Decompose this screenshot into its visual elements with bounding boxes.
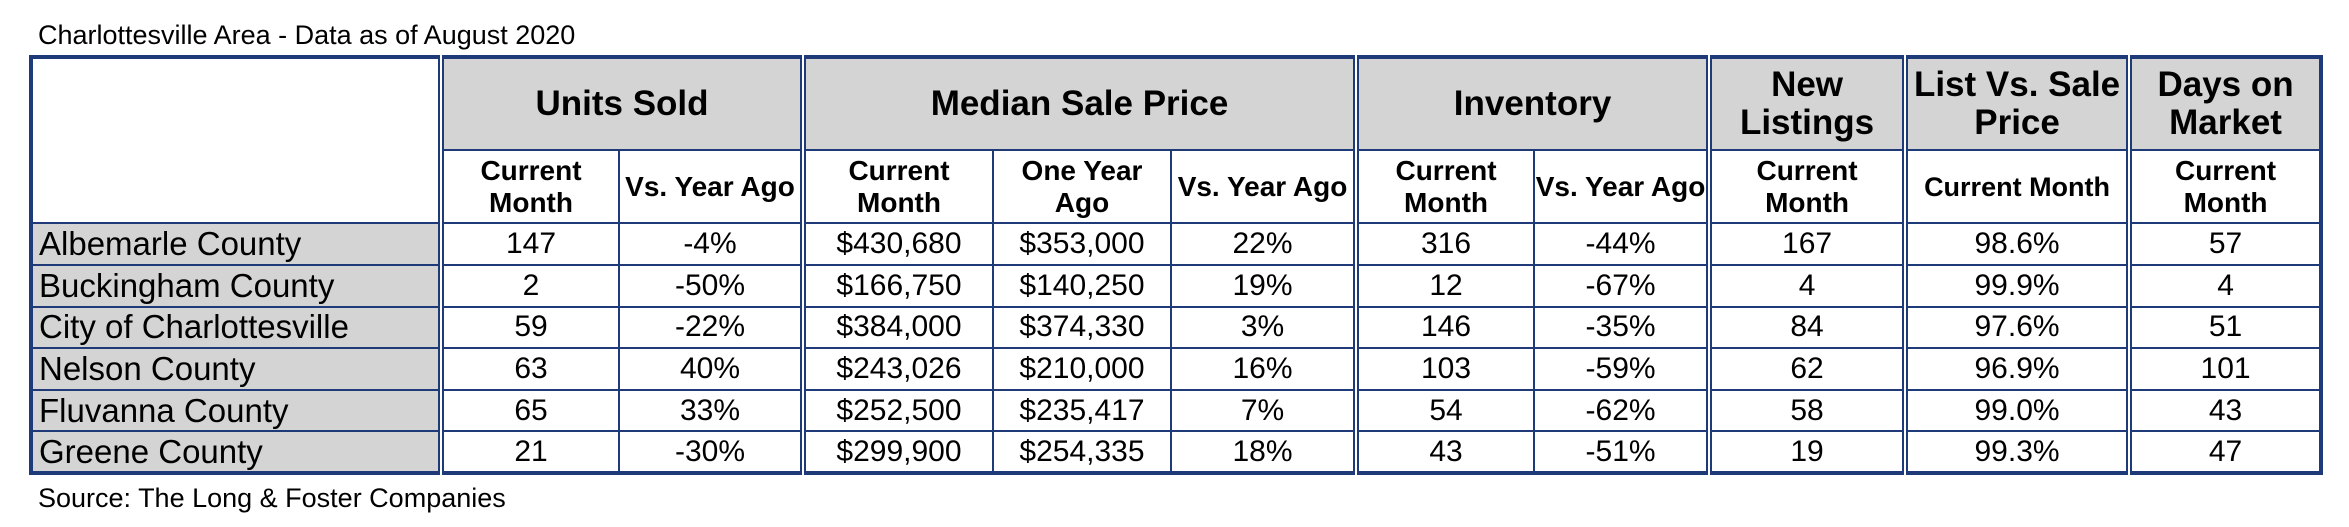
new-listings-cell: 167 <box>1706 222 1907 266</box>
table-row: City of Charlottesville 59 -22% $384,000 $37… <box>30 305 2323 350</box>
list-vs-sale-cell: 97.6% <box>1902 305 2131 350</box>
table-row: Fluvanna County 65 33% $252,500 $235,417 7% 54… <box>30 388 2323 433</box>
price-vs-year-cell: 22% <box>1169 222 1358 266</box>
price-one-year-cell: $254,335 <box>992 430 1172 474</box>
units-current-cell: 147 <box>438 222 620 266</box>
inv-current-cell: 54 <box>1353 388 1536 433</box>
area-name: Nelson County <box>30 347 442 391</box>
area-name: Buckingham County <box>30 263 442 308</box>
units-current-cell: 65 <box>438 388 620 433</box>
new-listings-cell: 4 <box>1706 263 1907 308</box>
price-vs-year-cell: 19% <box>1169 263 1358 308</box>
price-vs-year-cell: 3% <box>1169 305 1358 350</box>
price-current-cell: $166,750 <box>800 263 994 308</box>
price-one-year-cell: $235,417 <box>992 388 1172 433</box>
sub-header-row: Current Month Vs. Year Ago Current Month… <box>31 149 2323 225</box>
days-on-market-cell: 47 <box>2126 430 2323 474</box>
area-name: Albemarle County <box>30 222 442 266</box>
inv-vs-year-cell: -51% <box>1533 430 1711 474</box>
price-current-cell: $252,500 <box>800 388 994 433</box>
list-vs-sale-header: List Vs. Sale Price <box>1902 55 2131 152</box>
list-current-subheader: Current Month <box>1902 149 2131 225</box>
list-vs-sale-cell: 99.3% <box>1902 430 2131 474</box>
units-current-subheader: Current Month <box>438 149 620 225</box>
inv-current-cell: 43 <box>1353 430 1536 474</box>
table-body: Albemarle County 147 -4% $430,680 $353,000 22… <box>30 222 2323 474</box>
days-on-market-header: Days on Market <box>2126 55 2323 152</box>
new-listings-cell: 84 <box>1706 305 1907 350</box>
units-vs-year-cell: -4% <box>618 222 804 266</box>
list-vs-sale-cell: 96.9% <box>1902 347 2131 391</box>
units-vs-year-cell: -30% <box>618 430 804 474</box>
market-data-table: Units Sold Median Sale Price Inventory N… <box>29 55 2324 475</box>
new-current-subheader: Current Month <box>1706 149 1907 225</box>
inv-vs-year-subheader: Vs. Year Ago <box>1533 149 1711 225</box>
price-one-year-cell: $374,330 <box>992 305 1172 350</box>
new-listings-header: New Listings <box>1706 55 1907 152</box>
list-vs-sale-cell: 99.9% <box>1902 263 2131 308</box>
inv-current-cell: 146 <box>1353 305 1536 350</box>
units-current-cell: 2 <box>438 263 620 308</box>
inv-current-cell: 12 <box>1353 263 1536 308</box>
days-current-subheader: Current Month <box>2126 149 2323 225</box>
inv-current-subheader: Current Month <box>1353 149 1536 225</box>
price-one-year-cell: $353,000 <box>992 222 1172 266</box>
units-sold-header: Units Sold <box>438 55 804 152</box>
inv-vs-year-cell: -35% <box>1533 305 1711 350</box>
inv-current-cell: 316 <box>1353 222 1536 266</box>
table-row: Buckingham County 2 -50% $166,750 $140,250 19… <box>30 263 2323 308</box>
units-vs-year-cell: -22% <box>618 305 804 350</box>
price-current-cell: $243,026 <box>800 347 994 391</box>
inv-vs-year-cell: -44% <box>1533 222 1711 266</box>
price-current-cell: $384,000 <box>800 305 994 350</box>
corner-cell <box>30 55 442 225</box>
days-on-market-cell: 57 <box>2126 222 2323 266</box>
price-one-year-subheader: One Year Ago <box>992 149 1172 225</box>
price-vs-year-cell: 18% <box>1169 430 1358 474</box>
group-header-row: Units Sold Median Sale Price Inventory N… <box>30 55 2323 225</box>
units-current-cell: 21 <box>438 430 620 474</box>
table-title: Charlottesville Area - Data as of August… <box>38 20 576 50</box>
units-vs-year-cell: 40% <box>618 347 804 391</box>
units-vs-year-cell: 33% <box>618 388 804 433</box>
units-current-cell: 59 <box>438 305 620 350</box>
new-listings-cell: 58 <box>1706 388 1907 433</box>
table-row: Greene County 21 -30% $299,900 $254,335 18% 43… <box>30 430 2323 474</box>
price-one-year-cell: $210,000 <box>992 347 1172 391</box>
inv-vs-year-cell: -62% <box>1533 388 1711 433</box>
price-current-cell: $299,900 <box>800 430 994 474</box>
area-name: City of Charlottesville <box>30 305 442 350</box>
price-current-subheader: Current Month <box>800 149 994 225</box>
inv-current-cell: 103 <box>1353 347 1536 391</box>
days-on-market-cell: 4 <box>2126 263 2323 308</box>
days-on-market-cell: 43 <box>2126 388 2323 433</box>
days-on-market-cell: 101 <box>2126 347 2323 391</box>
source-note: Source: The Long & Foster Companies <box>38 483 506 513</box>
median-sale-price-header: Median Sale Price <box>799 55 1358 152</box>
table-row: Nelson County 63 40% $243,026 $210,000 16% 103… <box>30 347 2323 391</box>
price-one-year-cell: $140,250 <box>992 263 1172 308</box>
table-row: Albemarle County 147 -4% $430,680 $353,000 22… <box>30 222 2323 266</box>
new-listings-cell: 19 <box>1706 430 1907 474</box>
list-vs-sale-cell: 99.0% <box>1902 388 2131 433</box>
price-current-cell: $430,680 <box>800 222 994 266</box>
days-on-market-cell: 51 <box>2126 305 2323 350</box>
area-name: Fluvanna County <box>30 388 442 433</box>
list-vs-sale-cell: 98.6% <box>1902 222 2131 266</box>
units-vs-year-subheader: Vs. Year Ago <box>618 149 804 225</box>
units-vs-year-cell: -50% <box>618 263 804 308</box>
inv-vs-year-cell: -67% <box>1533 263 1711 308</box>
units-current-cell: 63 <box>438 347 620 391</box>
price-vs-year-cell: 7% <box>1169 388 1358 433</box>
inventory-header: Inventory <box>1353 55 1711 152</box>
inv-vs-year-cell: -59% <box>1533 347 1711 391</box>
price-vs-year-subheader: Vs. Year Ago <box>1169 149 1358 225</box>
area-name: Greene County <box>30 430 442 474</box>
price-vs-year-cell: 16% <box>1169 347 1358 391</box>
new-listings-cell: 62 <box>1706 347 1907 391</box>
